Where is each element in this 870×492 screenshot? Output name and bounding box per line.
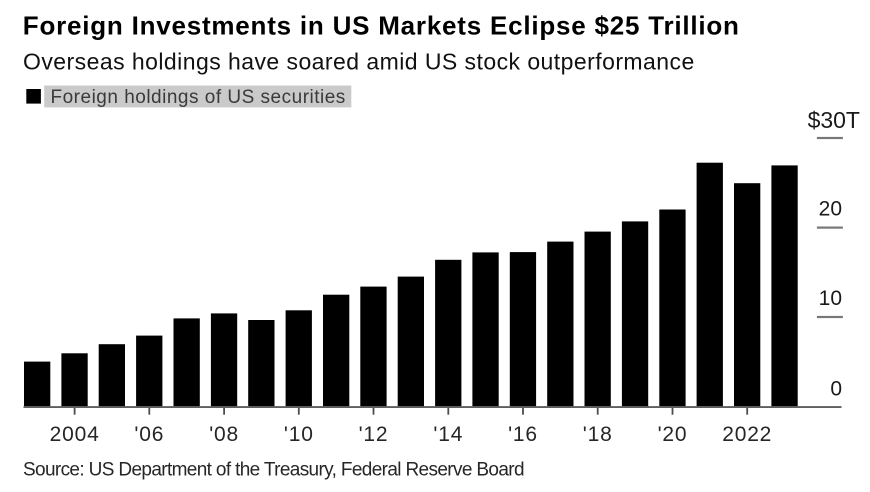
- svg-text:20: 20: [819, 197, 842, 220]
- svg-text:10: 10: [819, 287, 842, 310]
- svg-text:'20: '20: [658, 423, 688, 446]
- svg-text:'06: '06: [134, 423, 164, 446]
- svg-text:'14: '14: [433, 423, 463, 446]
- svg-text:Source: US Department of the T: Source: US Department of the Treasury, F…: [23, 460, 524, 481]
- svg-text:Foreign holdings of US securit: Foreign holdings of US securities: [51, 87, 346, 108]
- svg-text:'16: '16: [508, 423, 538, 446]
- svg-text:Overseas holdings have soared: Overseas holdings have soared amid US st…: [23, 48, 695, 74]
- svg-text:'18: '18: [583, 423, 613, 446]
- svg-text:2022: 2022: [722, 423, 772, 446]
- svg-text:$30T: $30T: [808, 107, 860, 133]
- svg-text:'12: '12: [359, 423, 389, 446]
- svg-text:0: 0: [830, 377, 842, 400]
- svg-text:'10: '10: [284, 423, 314, 446]
- svg-text:2004: 2004: [50, 423, 100, 446]
- svg-text:Foreign Investments in US Mark: Foreign Investments in US Markets Eclips…: [23, 10, 740, 40]
- svg-text:'08: '08: [209, 423, 239, 446]
